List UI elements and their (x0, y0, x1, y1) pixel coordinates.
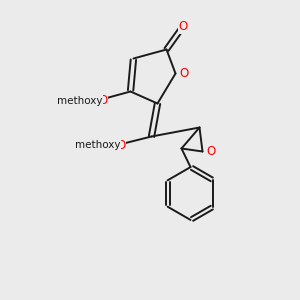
Text: O: O (179, 67, 188, 80)
Text: O: O (98, 94, 107, 107)
Text: O: O (206, 145, 215, 158)
Text: methoxy: methoxy (75, 140, 120, 151)
Text: methoxy: methoxy (57, 95, 102, 106)
Text: O: O (178, 20, 188, 34)
Text: O: O (116, 139, 125, 152)
